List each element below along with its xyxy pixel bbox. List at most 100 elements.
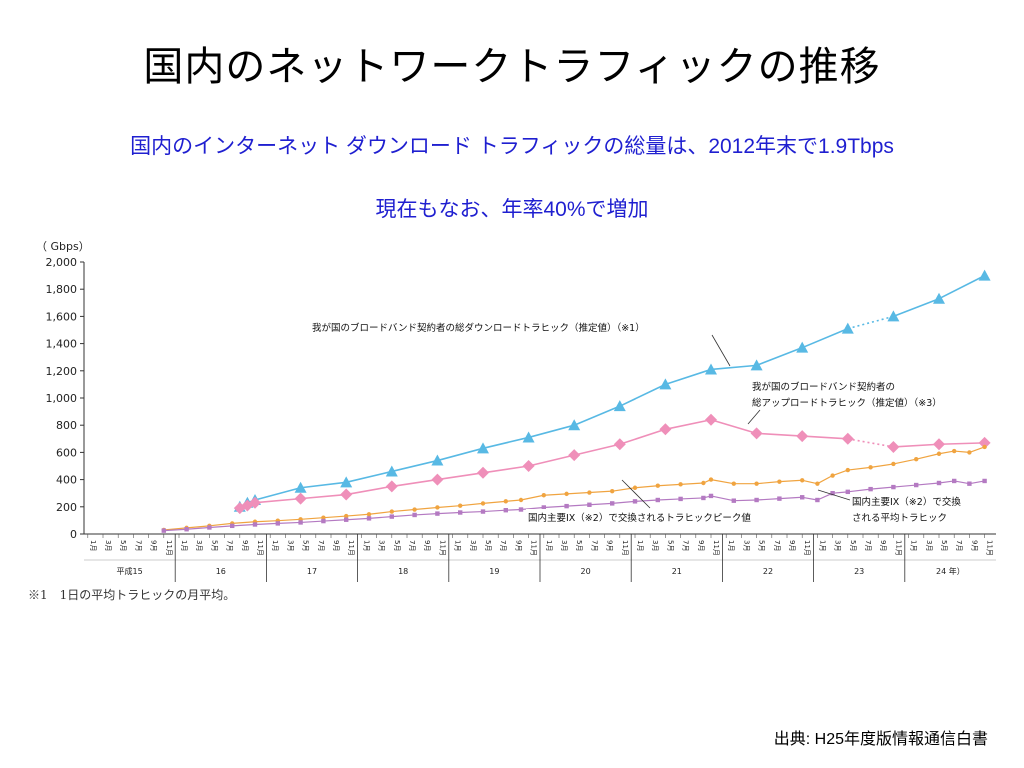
year-label: 22 xyxy=(763,567,773,576)
series-segment xyxy=(254,520,278,523)
chart-series-layer xyxy=(161,269,991,533)
series-segment xyxy=(254,497,301,504)
x-tick-label: 9月 xyxy=(514,540,522,551)
series-segment xyxy=(346,470,392,484)
x-tick-label: 7月 xyxy=(864,540,872,551)
series-segment xyxy=(368,510,392,515)
data-point xyxy=(518,497,524,503)
data-point xyxy=(587,502,592,507)
series-segment xyxy=(756,481,780,485)
x-tick-label: 3月 xyxy=(560,540,568,551)
data-point xyxy=(340,488,353,501)
series-segment xyxy=(710,418,757,435)
chart-annotations: 我が国のブロードバンド契約者の総ダウンロードトラヒック（推定値）（※1） 我が国の… xyxy=(312,322,998,526)
y-tick-label: 800 xyxy=(56,419,77,432)
x-tick-label: 3月 xyxy=(378,540,386,551)
x-tick-label: 3月 xyxy=(834,540,842,551)
x-tick-label: 3月 xyxy=(925,540,933,551)
series-segment xyxy=(300,481,347,489)
series-segment xyxy=(832,469,849,477)
series-segment xyxy=(657,498,681,501)
data-point xyxy=(522,431,535,443)
year-label: 24 年） xyxy=(936,566,965,576)
y-tick-label: 400 xyxy=(56,474,77,487)
series-segment xyxy=(665,368,712,386)
x-tick-label: 5月 xyxy=(575,540,583,551)
y-axis-unit-label: （ Gbps） xyxy=(36,240,90,253)
x-tick-label: 11月 xyxy=(712,540,720,556)
series-segment xyxy=(346,513,370,517)
data-point xyxy=(321,515,326,520)
data-point xyxy=(777,496,782,501)
data-point xyxy=(610,501,615,506)
annotation-ix-peak: 国内主要IX（※2）で交換されるトラヒックピーク値 xyxy=(528,512,751,524)
y-tick-label: 1,000 xyxy=(46,392,78,405)
data-point xyxy=(541,505,546,510)
series-segment xyxy=(300,517,324,520)
data-point xyxy=(891,461,896,467)
x-tick-label: 5月 xyxy=(940,540,948,551)
series-segment xyxy=(505,508,522,511)
data-point xyxy=(678,496,683,502)
x-tick-label: 7月 xyxy=(226,540,234,551)
data-point xyxy=(503,508,508,513)
x-tick-label: 1月 xyxy=(362,540,370,551)
x-tick-label: 9月 xyxy=(788,540,796,551)
y-tick-label: 2,000 xyxy=(46,256,78,269)
x-tick-label: 11月 xyxy=(803,540,811,556)
data-point xyxy=(914,482,919,488)
series-segment xyxy=(437,505,461,509)
series-segment xyxy=(938,442,985,446)
x-tick-label: 1月 xyxy=(636,540,644,551)
series-segment xyxy=(802,496,818,501)
data-point xyxy=(431,473,444,486)
data-point xyxy=(841,322,854,334)
x-tick-label: 11月 xyxy=(986,540,994,556)
data-point xyxy=(655,483,660,488)
data-point xyxy=(868,465,873,470)
data-point xyxy=(967,481,972,486)
series-segment xyxy=(893,443,940,448)
series-segment xyxy=(300,493,347,500)
data-point xyxy=(249,496,261,509)
annotation-ix-peak-leader xyxy=(621,479,651,509)
series-segment xyxy=(634,485,658,489)
series-segment xyxy=(346,517,370,521)
source-citation: 出典: H25年度版情報通信白書 xyxy=(773,731,988,748)
data-point xyxy=(389,509,394,514)
data-point xyxy=(161,528,166,533)
series-segment xyxy=(589,502,613,506)
data-point xyxy=(800,478,805,483)
series-segment xyxy=(277,518,301,522)
series-segment xyxy=(163,528,187,532)
data-point xyxy=(868,486,873,492)
series-upload xyxy=(233,413,991,515)
data-point xyxy=(705,363,717,375)
x-tick-label: 5月 xyxy=(210,540,218,551)
annotation-ix-average-leader xyxy=(817,489,851,501)
series-segment xyxy=(657,483,681,487)
x-tick-label: 7月 xyxy=(955,540,963,551)
series-segment xyxy=(163,527,187,531)
year-label: 18 xyxy=(398,567,408,576)
data-point xyxy=(830,491,835,496)
year-label: 23 xyxy=(854,567,864,576)
x-tick-label: 3月 xyxy=(469,540,477,551)
series-segment xyxy=(543,493,567,496)
data-point xyxy=(518,507,524,512)
data-point xyxy=(568,449,581,462)
series-segment xyxy=(482,500,506,504)
x-tick-label: 7月 xyxy=(773,540,781,551)
data-point xyxy=(275,521,280,526)
series-segment xyxy=(528,424,575,439)
x-tick-label: 11月 xyxy=(530,540,538,556)
x-tick-label: 5月 xyxy=(758,540,766,551)
x-tick-label: 1月 xyxy=(727,540,735,551)
annotation-upload-leader xyxy=(747,409,761,425)
x-tick-label: 5月 xyxy=(302,540,310,551)
series-segment xyxy=(817,492,833,501)
y-tick-label: 1,600 xyxy=(46,310,78,323)
data-point xyxy=(458,503,463,508)
data-point xyxy=(887,440,900,453)
year-label: 19 xyxy=(489,567,499,576)
